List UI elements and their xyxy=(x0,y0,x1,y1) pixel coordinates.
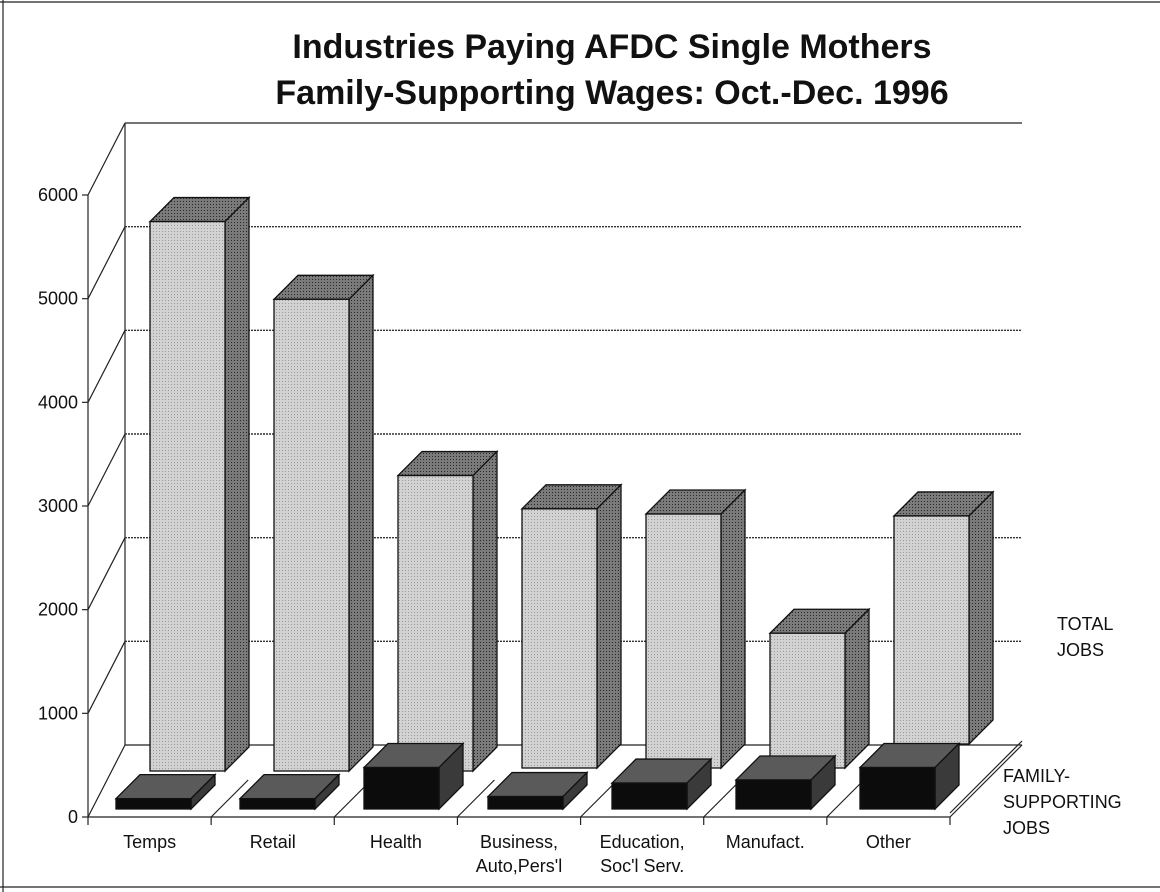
side-gridline xyxy=(87,537,126,610)
category-label: Business, xyxy=(480,832,558,852)
total-jobs-bar-face xyxy=(149,220,226,772)
category-label: Temps xyxy=(123,832,176,852)
family-supporting-bar xyxy=(734,754,837,811)
floor-divider xyxy=(703,779,742,818)
total-jobs-bars xyxy=(148,195,995,773)
family-supporting-bar xyxy=(238,773,341,811)
category-label: Other xyxy=(866,832,911,852)
category-labels: Temps Retail Health Business, Auto,Pers'l Edu… xyxy=(123,832,911,876)
family-supporting-bar xyxy=(610,757,713,811)
family-supporting-bar-face xyxy=(239,797,316,810)
series-label-family: SUPPORTING xyxy=(1003,792,1122,812)
floor-divider xyxy=(826,779,865,818)
family-supporting-bar-face xyxy=(363,766,440,810)
y-tick-label: 5000 xyxy=(38,289,78,309)
family-supporting-bar-face xyxy=(859,766,936,810)
total-jobs-bar-side xyxy=(968,490,994,746)
y-tick-label: 3000 xyxy=(38,496,78,516)
side-gridline xyxy=(87,433,126,507)
total-jobs-bar xyxy=(520,483,623,770)
total-jobs-bar xyxy=(644,488,747,770)
category-label: Health xyxy=(370,832,422,852)
total-jobs-bar-face xyxy=(273,298,350,772)
title-line: Family-Supporting Wages: Oct.-Dec. 1996 xyxy=(275,74,948,112)
total-jobs-bar-face xyxy=(769,632,846,769)
total-jobs-bar-face xyxy=(521,508,598,769)
total-jobs-bar xyxy=(892,490,995,746)
family-supporting-bars xyxy=(114,741,961,811)
family-supporting-bar xyxy=(362,741,465,811)
total-jobs-bar-side xyxy=(596,483,622,770)
chart-title: Industries Paying AFDC Single Mothers Fam… xyxy=(275,28,948,112)
total-jobs-bar-face xyxy=(893,515,970,745)
y-tick-label: 1000 xyxy=(38,703,78,723)
series-label-total: TOTAL xyxy=(1057,614,1113,634)
y-tick-label: 2000 xyxy=(38,600,78,620)
category-label: Auto,Pers'l xyxy=(476,856,562,876)
side-gridline xyxy=(87,330,126,403)
y-tick-label: 4000 xyxy=(38,392,78,412)
family-supporting-bar-face xyxy=(735,779,812,810)
total-jobs-bar-face xyxy=(645,513,722,769)
floor-right-edge xyxy=(949,744,1023,818)
total-jobs-bar-side xyxy=(720,488,746,770)
floor-divider xyxy=(457,779,495,818)
series-labels: TOTAL JOBS FAMILY- SUPPORTING JOBS xyxy=(1003,614,1122,838)
side-gridline xyxy=(87,122,126,196)
family-supporting-bar-face xyxy=(115,797,192,810)
family-supporting-bar xyxy=(114,773,217,811)
side-gridline xyxy=(87,226,126,299)
title-line: Industries Paying AFDC Single Mothers xyxy=(292,28,931,66)
family-supporting-bar xyxy=(858,741,961,811)
total-jobs-bar xyxy=(148,195,251,773)
series-label-family: JOBS xyxy=(1003,818,1050,838)
series-label-family: FAMILY- xyxy=(1003,766,1070,786)
total-jobs-bar-side xyxy=(224,195,250,773)
total-jobs-bar-side xyxy=(348,273,374,773)
side-gridline xyxy=(87,744,126,818)
category-label: Education, xyxy=(600,832,685,852)
family-supporting-bar-face xyxy=(611,782,688,810)
side-gridline xyxy=(87,641,126,714)
family-supporting-bar xyxy=(486,770,589,811)
series-label-total: JOBS xyxy=(1057,640,1104,660)
total-jobs-bar-side xyxy=(844,607,870,770)
y-axis: 0 1000 2000 3000 4000 5000 6000 xyxy=(38,185,89,827)
category-label: Manufact. xyxy=(726,832,805,852)
total-jobs-bar xyxy=(396,449,499,773)
family-supporting-bar-face xyxy=(487,795,564,810)
total-jobs-bar-face xyxy=(397,474,474,772)
category-label: Retail xyxy=(250,832,296,852)
total-jobs-bar xyxy=(272,273,375,773)
floor-divider xyxy=(210,779,249,818)
total-jobs-bar xyxy=(768,607,871,770)
category-label: Soc'l Serv. xyxy=(600,856,684,876)
floor-right-depth xyxy=(949,740,1023,814)
y-tick-label: 6000 xyxy=(38,185,78,205)
total-jobs-bar-side xyxy=(472,449,498,773)
y-tick-label: 0 xyxy=(68,807,78,827)
